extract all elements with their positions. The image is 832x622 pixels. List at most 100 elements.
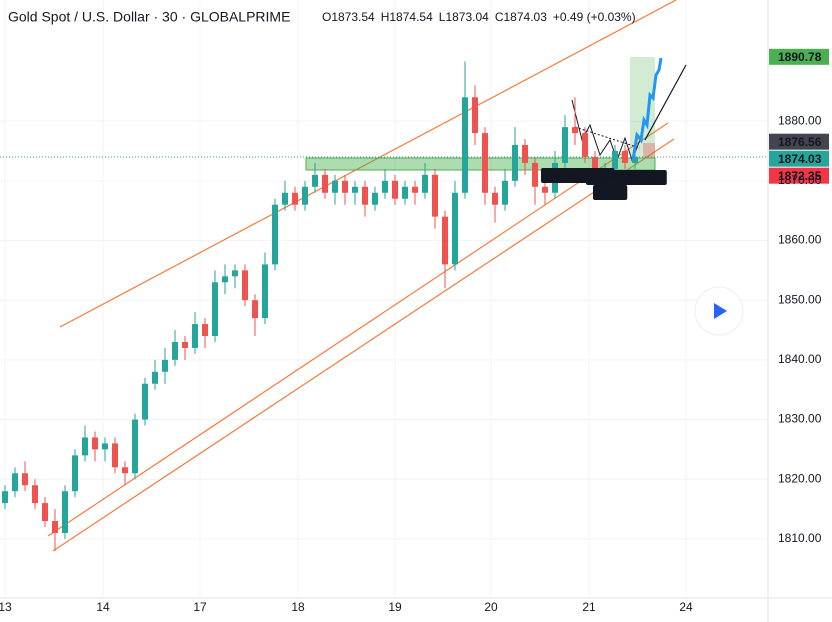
price-tag	[769, 167, 829, 184]
price-tag-label: 1876.56	[778, 135, 822, 149]
candle-body	[422, 174, 428, 193]
long-stop	[643, 143, 655, 158]
x-tick-label: 20	[484, 600, 498, 614]
candle-body	[532, 162, 538, 187]
channel-upper	[59, 0, 677, 328]
candles	[2, 61, 638, 551]
candle-body	[142, 383, 148, 420]
ohlc-value: O1873.54	[322, 10, 375, 24]
candle-body	[352, 186, 358, 193]
candle-body	[152, 371, 158, 384]
candle-body	[572, 127, 578, 134]
price-tag	[769, 133, 829, 150]
candle-body	[392, 180, 398, 199]
candle-body	[2, 491, 8, 504]
ohlc-value: C1874.03	[495, 10, 547, 24]
candle-body	[242, 270, 248, 301]
y-tick-label: 1830.00	[778, 412, 822, 426]
candle-body	[272, 204, 278, 265]
candle-body	[522, 145, 528, 163]
candle-body	[632, 156, 638, 163]
candle-body	[402, 186, 408, 199]
arrow-line	[644, 64, 687, 141]
candle-body	[372, 192, 378, 205]
candle-body	[222, 276, 228, 283]
price-tag	[769, 150, 829, 167]
y-tick-label: 1820.00	[778, 471, 822, 485]
candle-body	[42, 503, 48, 522]
candle-body	[252, 300, 258, 319]
x-tick-label: 24	[679, 600, 693, 614]
candle-body	[302, 186, 308, 205]
candle-body	[612, 150, 618, 169]
y-tick-label: 1850.00	[778, 292, 822, 306]
candle-body	[82, 437, 88, 456]
channel-lower	[47, 122, 669, 537]
pattern-label-bg	[586, 170, 667, 185]
candle-body	[512, 145, 518, 181]
pattern-label-bg	[593, 185, 628, 200]
symbol-title: Gold Spot / U.S. Dollar · 30 · GLOBALPRI…	[8, 9, 290, 25]
candle-body	[182, 341, 188, 348]
ohlc-legend: O1873.54 H1874.54 L1873.04 C1874.03 +0.49 (+…	[322, 10, 636, 24]
candle-body	[262, 264, 268, 319]
pattern-label: Head	[597, 187, 623, 199]
x-tick-label: 21	[582, 600, 596, 614]
price-tag	[769, 48, 829, 65]
x-tick-label: 18	[291, 600, 305, 614]
candle-body	[102, 443, 108, 450]
candle-body	[62, 491, 68, 533]
play-icon	[714, 303, 727, 319]
price-tag-label: 1872.35	[778, 169, 822, 183]
y-tick-label: 1810.00	[778, 531, 822, 545]
candle-body	[542, 186, 548, 193]
candle-body	[462, 97, 468, 193]
x-tick-label: 14	[96, 600, 110, 614]
candle-body	[212, 282, 218, 337]
y-tick-label: 1880.00	[778, 113, 822, 127]
ohlc-value: L1873.04	[439, 10, 489, 24]
ohlc-value: +0.49 (+0.03%)	[553, 10, 636, 24]
candle-body	[52, 521, 58, 533]
channel-lower-2	[52, 138, 675, 552]
candle-body	[202, 324, 208, 337]
ohlc-value: H1874.54	[381, 10, 433, 24]
candle-body	[322, 174, 328, 193]
candle-body	[492, 192, 498, 205]
candle-body	[282, 192, 288, 205]
candle-body	[592, 156, 598, 175]
candle-body	[232, 270, 238, 277]
candle-body	[452, 192, 458, 265]
y-tick-label: 1840.00	[778, 352, 822, 366]
pattern-label: Right Shoulder	[590, 172, 663, 184]
price-tags: 1890.78 1876.56 1874.03 1872.35	[769, 48, 829, 184]
candle-body	[92, 437, 98, 450]
candle-body	[162, 359, 168, 372]
candle-body	[132, 419, 138, 474]
candle-body	[412, 186, 418, 193]
candle-body	[432, 174, 438, 217]
candle-body	[192, 324, 198, 348]
y-tick-label: 1870.00	[778, 173, 822, 187]
candle-body	[482, 133, 488, 193]
y-tick-label: 1860.00	[778, 233, 822, 247]
candle-body	[12, 473, 18, 492]
candle-body	[622, 150, 628, 163]
candle-body	[502, 180, 508, 205]
candle-body	[582, 133, 588, 157]
candle-body	[562, 127, 568, 163]
candle-body	[72, 455, 78, 492]
candle-body	[292, 192, 298, 205]
candle-body	[22, 473, 28, 486]
grid	[0, 0, 768, 598]
candle-body	[442, 216, 448, 265]
candle-body	[342, 180, 348, 193]
candle-body	[172, 341, 178, 360]
price-tag-label: 1874.03	[778, 152, 822, 166]
long-target	[630, 57, 655, 157]
candle-body	[32, 485, 38, 504]
candle-body	[312, 174, 318, 187]
